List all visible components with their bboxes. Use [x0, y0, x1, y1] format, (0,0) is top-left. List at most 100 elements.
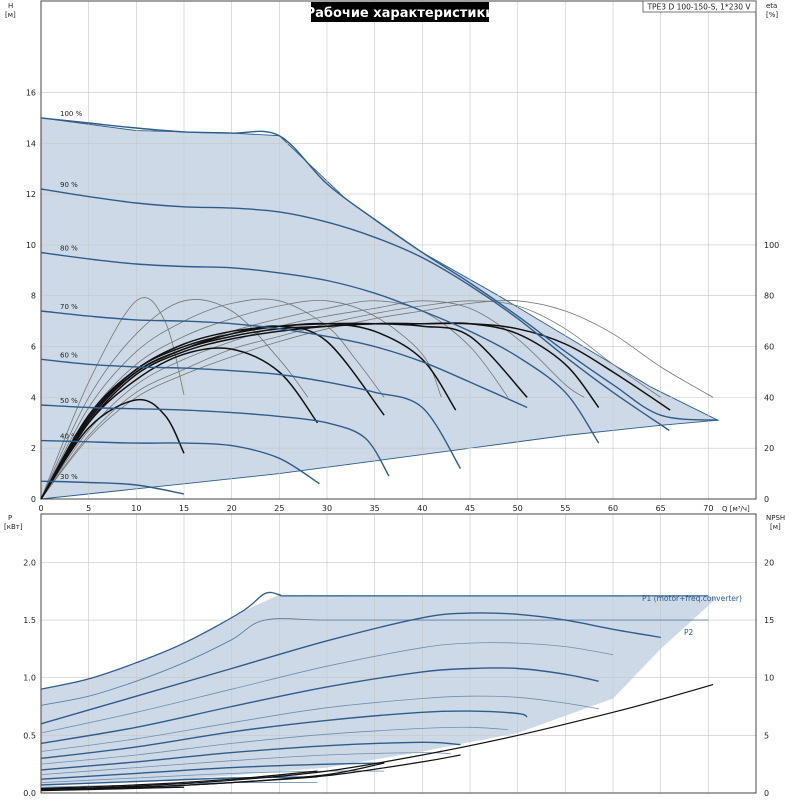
x-tick-label: 15 [179, 504, 189, 513]
p-tick-label: 2.0 [23, 558, 36, 567]
eta-curve-6 [40, 300, 585, 500]
y-tick-label: 10 [26, 241, 36, 250]
model-box [642, 0, 757, 13]
x-tick-label: 45 [465, 504, 475, 513]
speed-label: 60 % [60, 351, 78, 359]
y2-axis-unit: [%] [766, 11, 778, 19]
y-tick-label: 16 [26, 88, 36, 97]
y2-tick-label: 20 [764, 444, 774, 453]
y-tick-label: 12 [26, 190, 36, 199]
power-curve-11 [40, 776, 318, 786]
x-tick-label: 70 [703, 504, 713, 513]
y-axis-label: H [8, 2, 13, 10]
eta-curve-15 [40, 322, 671, 500]
p2-label: P2 [684, 628, 694, 637]
y-tick-label: 8 [31, 292, 36, 301]
npsh-tick-label: 10 [764, 674, 774, 683]
x-tick-label: 20 [227, 504, 237, 513]
eta-curve-7 [40, 300, 661, 500]
eta-curve-1 [40, 297, 185, 500]
x-tick-label: 35 [370, 504, 380, 513]
power-curve-9 [40, 762, 385, 780]
y-tick-label: 0 [31, 495, 36, 504]
power-curve-4 [40, 695, 599, 752]
npsh-tick-label: 15 [764, 616, 774, 625]
h-curve-70pct [40, 310, 528, 409]
power-curve-1 [40, 612, 661, 725]
npsh-axis-label: NPSH [766, 514, 785, 522]
p-envelope [41, 594, 718, 787]
npsh-tick-label: 0 [764, 789, 769, 798]
speed-label: 40 % [60, 433, 78, 441]
bottom-plot-frame [40, 513, 757, 794]
y2-tick-label: 100 [764, 241, 779, 250]
p1-label: P1 (motor+freq.converter) [642, 594, 742, 603]
p-tick-label: 0.5 [23, 731, 36, 740]
y2-tick-label: 40 [764, 393, 774, 402]
header: Рабочие характеристики TPE3 D 100-150-S,… [306, 0, 757, 22]
y-tick-label: 14 [26, 139, 36, 148]
eta-curve-13 [40, 322, 528, 500]
p-axis-unit: [кВт] [4, 523, 23, 531]
power-curve-5 [40, 710, 528, 760]
h-curve-50pct [40, 404, 390, 477]
power-curve-8 [40, 752, 451, 775]
y2-tick-label: 60 [764, 343, 774, 352]
y-tick-label: 2 [31, 444, 36, 453]
p-axis-label: P [8, 514, 12, 522]
npsh-curve-5 [40, 786, 185, 792]
title-background [311, 2, 489, 22]
speed-label: 70 % [60, 303, 78, 311]
x-tick-label: 60 [608, 504, 618, 513]
x-tick-label: 5 [86, 504, 91, 513]
x-tick-label: 30 [322, 504, 332, 513]
p1-max-curve [40, 591, 709, 690]
npsh-tick-label: 5 [764, 731, 769, 740]
eta-curve-9 [40, 398, 185, 500]
h-curve-30pct [40, 480, 185, 495]
x-tick-label: 25 [274, 504, 284, 513]
y2-tick-label: 80 [764, 292, 774, 301]
h-curve-90pct [40, 188, 670, 431]
model-name: TPE3 D 100-150-S, 1*230 V [646, 3, 751, 12]
x-tick-label: 65 [656, 504, 666, 513]
x-axis-label: Q [м³/ч] [722, 505, 750, 513]
power-curve-6 [40, 726, 509, 765]
x-tick-label: 55 [560, 504, 570, 513]
h-curve-40pct [40, 439, 320, 485]
x-tick-label: 0 [38, 504, 43, 513]
h-curve-80pct [40, 251, 600, 444]
p-tick-label: 0.0 [23, 789, 36, 798]
x-tick-label: 40 [417, 504, 427, 513]
bottom-panel: P1 (motor+freq.converter) P2 0.0 0.5 1.0 1.5 2… [4, 513, 785, 798]
x-tick-label: 50 [513, 504, 523, 513]
h-curve-100pct [40, 117, 718, 421]
speed-label: 80 % [60, 245, 78, 253]
y2-tick-label: 0 [764, 495, 769, 504]
power-curve-7 [40, 741, 461, 771]
chart-title: Рабочие характеристики [306, 6, 495, 21]
npsh-curve-4 [40, 754, 461, 791]
speed-label: 30 % [60, 473, 78, 481]
p-tick-label: 1.5 [23, 616, 36, 625]
y-tick-label: 6 [31, 343, 36, 352]
npsh-axis-unit: [м] [770, 523, 781, 531]
power-curve-2 [40, 642, 614, 734]
eta-curve-8 [40, 300, 714, 500]
npsh-tick-label: 20 [764, 558, 774, 567]
power-curve-10 [40, 770, 385, 783]
npsh-curve-3 [40, 770, 318, 789]
power-curve-3 [40, 667, 599, 745]
h-curve-60pct [40, 358, 462, 469]
npsh-curve-1 [40, 684, 714, 791]
y2-axis-label: eta [766, 2, 777, 10]
p-tick-label: 1.0 [23, 674, 36, 683]
top-plot-frame [40, 0, 757, 500]
top-panel: 100 % 90 % 80 % 70 % 60 % 50 % 40 % 30 % 0 5 10 15 2… [5, 0, 779, 513]
speed-label: 90 % [60, 181, 78, 189]
eta-curve-12 [40, 322, 457, 500]
speed-label: 50 % [60, 397, 78, 405]
y-axis-unit: [м] [5, 11, 16, 19]
